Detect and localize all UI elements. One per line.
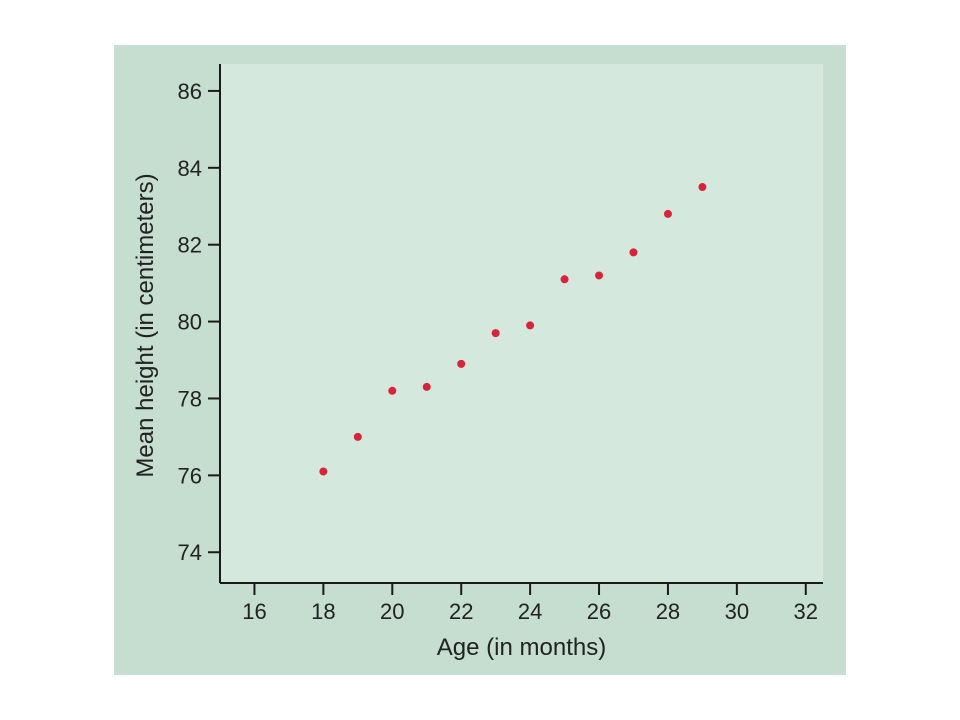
data-points (319, 183, 707, 476)
data-point (319, 467, 328, 476)
y-tick-label: 80 (178, 310, 202, 335)
y-axis: 74 76 78 80 82 84 86 (178, 64, 221, 583)
y-tick-label: 78 (178, 386, 202, 411)
y-tick-label: 74 (178, 540, 202, 565)
x-tick-label: 16 (242, 599, 266, 624)
data-point (388, 386, 397, 395)
y-tick-label: 76 (178, 463, 202, 488)
x-tick-label: 20 (380, 599, 404, 624)
data-point (629, 248, 638, 257)
y-tick-label: 82 (178, 233, 202, 258)
x-tick-label: 30 (725, 599, 749, 624)
x-tick-label: 24 (518, 599, 542, 624)
y-axis-label: Mean height (in centimeters) (132, 173, 159, 477)
data-point (526, 321, 535, 330)
plot-area (220, 64, 823, 583)
y-tick-label: 84 (178, 156, 202, 181)
data-point (353, 432, 362, 441)
x-axis: 16 18 20 22 24 26 28 30 32 (220, 582, 823, 624)
data-point (698, 183, 707, 192)
data-point (457, 359, 466, 368)
data-point (560, 275, 569, 284)
x-tick-label: 26 (587, 599, 611, 624)
data-point (595, 271, 604, 280)
y-tick-label: 86 (178, 79, 202, 104)
x-tick-label: 32 (794, 599, 818, 624)
data-point (422, 382, 431, 391)
x-tick-label: 22 (449, 599, 473, 624)
x-tick-label: 28 (656, 599, 680, 624)
data-point (663, 209, 672, 218)
x-axis-label: Age (in months) (437, 634, 606, 661)
data-point (491, 329, 500, 338)
x-tick-label: 18 (311, 599, 335, 624)
